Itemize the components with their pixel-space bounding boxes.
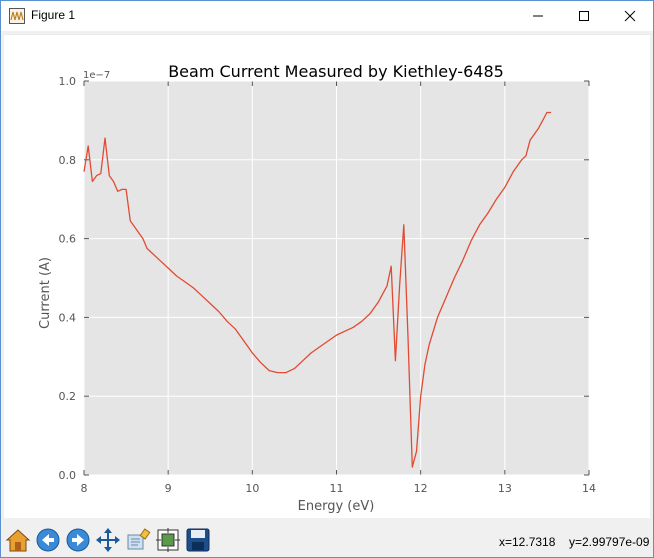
y-tick-label: 0.0 <box>59 469 77 482</box>
line-chart: Beam Current Measured by Kiethley-6485 1… <box>38 62 596 514</box>
forward-button[interactable] <box>64 526 92 554</box>
configure-subplots-icon <box>156 528 180 552</box>
save-icon <box>186 528 210 552</box>
x-tick-label: 10 <box>245 482 259 495</box>
x-tick-label: 12 <box>414 482 428 495</box>
back-arrow-icon <box>36 528 60 552</box>
title-bar[interactable]: Figure 1 <box>1 1 653 31</box>
chart-title: Beam Current Measured by Kiethley-6485 <box>168 62 504 81</box>
y-axis-label: Current (A) <box>38 257 53 329</box>
x-tick-label: 11 <box>330 482 344 495</box>
y-tick-label: 0.2 <box>59 390 77 403</box>
x-tick-label: 14 <box>582 482 596 495</box>
y-tick-label: 0.4 <box>59 311 77 324</box>
forward-arrow-icon <box>66 528 90 552</box>
pan-icon <box>96 528 120 552</box>
maximize-icon <box>579 11 589 21</box>
beam-current-series-line <box>83 111 552 468</box>
home-button[interactable] <box>4 526 32 554</box>
y-tick-label: 0.8 <box>59 154 77 167</box>
x-tick-label: 13 <box>498 482 512 495</box>
y-coordinate-readout: y=2.99797e-09 <box>569 535 650 549</box>
y-offset-label: 1e−7 <box>83 70 110 81</box>
close-button[interactable] <box>607 1 653 31</box>
x-axis-label: Energy (eV) <box>298 499 375 514</box>
zoom-button[interactable] <box>124 526 152 554</box>
y-tick-label: 0.6 <box>59 233 77 246</box>
x-tick-label: 8 <box>81 482 88 495</box>
maximize-button[interactable] <box>561 1 607 31</box>
figure-canvas[interactable]: Beam Current Measured by Kiethley-6485 1… <box>4 34 650 518</box>
minimize-icon <box>533 15 543 17</box>
y-tick-label: 1.0 <box>59 75 77 88</box>
minimize-button[interactable] <box>515 1 561 31</box>
x-coordinate-readout: x=12.7318 <box>499 535 556 549</box>
pan-button[interactable] <box>94 526 122 554</box>
configure-subplots-button[interactable] <box>154 526 182 554</box>
home-icon <box>5 529 31 552</box>
navigation-toolbar: x=12.7318 y=2.99797e-09 <box>1 521 653 557</box>
window-title: Figure 1 <box>31 8 76 22</box>
back-button[interactable] <box>34 526 62 554</box>
x-tick-label: 9 <box>165 482 172 495</box>
save-button[interactable] <box>184 526 212 554</box>
close-icon <box>624 10 636 22</box>
zoom-icon <box>127 528 151 550</box>
matplotlib-app-icon <box>9 8 25 24</box>
